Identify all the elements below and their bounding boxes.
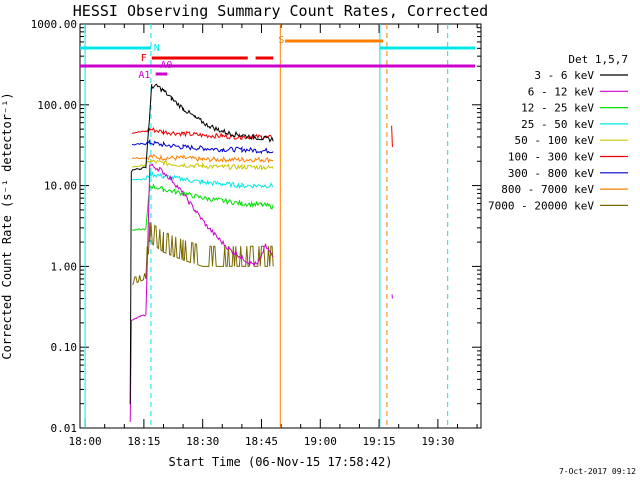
series-fragment (391, 125, 393, 148)
legend-label: 300 - 800 keV (508, 167, 594, 180)
series-line (129, 83, 274, 405)
series-line (131, 153, 274, 164)
plot-area: 0.01 0.10 1.00 10.00 100.00 1000.00 18:00 18:15… (31, 18, 482, 448)
legend-label: 6 - 12 keV (528, 85, 595, 98)
legend-label: 7000 - 20000 keV (488, 199, 594, 212)
legend-label: 3 - 6 keV (534, 69, 594, 82)
annotation-a0: A0 (160, 60, 172, 71)
legend: Det 1,5,7 3 - 6 keV 6 - 12 keV 12 - 25 keV… (488, 53, 628, 212)
legend-label: 25 - 50 keV (521, 118, 594, 131)
series-line (131, 221, 274, 285)
series-line (131, 159, 274, 171)
y-tick-label: 0.01 (51, 422, 78, 435)
annotation-s: S (278, 35, 284, 46)
x-tick-label: 19:15 (363, 435, 396, 448)
series-line (132, 171, 274, 189)
y-tick-label: 0.10 (51, 341, 78, 354)
chart-title: HESSI Observing Summary Count Rates, Cor… (73, 2, 488, 20)
y-tick-label: 1.00 (51, 260, 78, 273)
annotation-f: F (141, 53, 147, 64)
timestamp: 7-Oct-2017 09:12 (559, 467, 636, 476)
series-line (129, 163, 274, 423)
y-tick-label: 10.00 (44, 180, 77, 193)
legend-label: 800 - 7000 keV (501, 183, 594, 196)
x-tick-label: 18:00 (69, 435, 102, 448)
annotation-n: N (154, 43, 160, 54)
legend-title: Det 1,5,7 (568, 53, 628, 66)
x-tick-label: 18:30 (186, 435, 219, 448)
legend-label: 50 - 100 keV (515, 134, 595, 147)
x-tick-label: 18:45 (245, 435, 278, 448)
legend-label: 100 - 300 keV (508, 151, 594, 164)
x-tick-label: 18:15 (127, 435, 160, 448)
x-tick-label: 19:00 (304, 435, 337, 448)
y-tick-label: 100.00 (37, 99, 77, 112)
annotation-a1: A1 (138, 70, 150, 81)
x-tick-label: 19:30 (421, 435, 454, 448)
series-line (131, 138, 274, 155)
y-tick-label: 1000.00 (31, 18, 77, 31)
x-axis-label: Start Time (06-Nov-15 17:58:42) (169, 455, 393, 469)
y-axis-label: Corrected Count Rate (s⁻¹ detector⁻¹) (0, 92, 14, 359)
legend-label: 12 - 25 keV (521, 102, 594, 115)
series-line (131, 183, 274, 232)
